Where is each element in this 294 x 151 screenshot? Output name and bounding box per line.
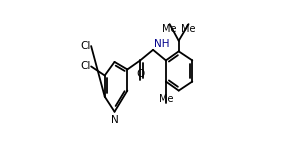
Text: N: N (111, 115, 118, 125)
Text: O: O (136, 69, 144, 79)
Text: NH: NH (154, 39, 169, 49)
Text: Me: Me (181, 24, 196, 34)
Text: Cl: Cl (80, 41, 90, 51)
Text: Me: Me (159, 94, 173, 104)
Text: Cl: Cl (80, 61, 90, 71)
Text: Me: Me (162, 24, 177, 34)
